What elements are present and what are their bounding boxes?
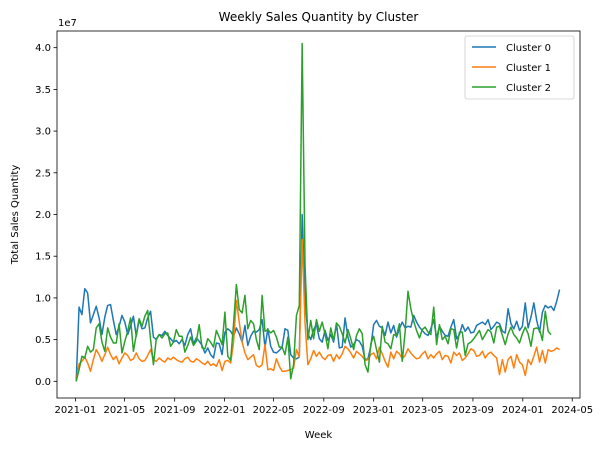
y-tick-label: 1.0 <box>35 293 51 304</box>
legend-label-cluster-2: Cluster 2 <box>506 83 551 94</box>
x-axis-ticks: 2021-01 2021-05 2021-09 2022-01 2022-05 2022-… <box>54 398 593 416</box>
series-line-cluster-1 <box>75 238 560 382</box>
y-offset-label: 1e7 <box>58 18 77 29</box>
x-tick-label: 2021-01 <box>54 405 96 416</box>
plot-frame <box>56 30 581 399</box>
legend-box <box>464 35 575 100</box>
y-tick-label: 2.0 <box>35 210 51 221</box>
x-tick-label: 2024-05 <box>551 405 593 416</box>
y-tick-label: 2.5 <box>35 168 51 179</box>
x-tick-label: 2022-09 <box>303 405 345 416</box>
y-tick-label: 0.5 <box>35 335 51 346</box>
x-tick-label: 2023-05 <box>402 405 444 416</box>
x-tick-label: 2023-09 <box>452 405 494 416</box>
y-tick-label: 1.5 <box>35 252 51 263</box>
x-tick-label: 2024-01 <box>502 405 544 416</box>
y-tick-label: 0.0 <box>35 377 51 388</box>
legend: Cluster 0 Cluster 1 Cluster 2 <box>464 35 575 100</box>
legend-label-cluster-0: Cluster 0 <box>506 43 551 54</box>
y-tick-label: 3.0 <box>35 127 51 138</box>
series-layer <box>75 42 561 382</box>
x-tick-label: 2021-05 <box>104 405 146 416</box>
x-tick-label: 2022-01 <box>204 405 246 416</box>
y-tick-label: 4.0 <box>35 43 51 54</box>
chart-title: Weekly Sales Quantity by Cluster <box>219 10 419 24</box>
y-tick-label: 3.5 <box>35 85 51 96</box>
series-line-cluster-2 <box>75 42 552 382</box>
x-tick-label: 2021-09 <box>154 405 196 416</box>
x-axis-label: Week <box>305 430 333 441</box>
x-tick-label: 2023-01 <box>353 405 395 416</box>
y-axis-ticks: 0.0 0.5 1.0 1.5 2.0 2.5 3.0 3.5 4.0 <box>35 43 57 388</box>
x-tick-label: 2022-05 <box>253 405 295 416</box>
legend-label-cluster-1: Cluster 1 <box>506 63 551 74</box>
y-axis-label: Total Sales Quantity <box>10 165 21 266</box>
